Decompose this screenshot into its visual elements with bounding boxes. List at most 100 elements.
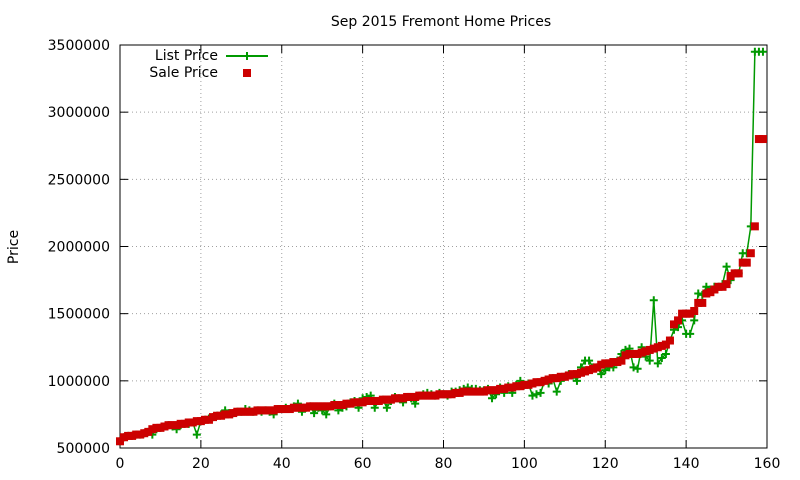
y-tick-label: 3500000 [48, 38, 110, 54]
list-price-point [690, 316, 699, 325]
plot-frame [119, 44, 768, 449]
sale-price-point [390, 394, 399, 403]
sale-price-point [204, 415, 213, 424]
sale-price-point [617, 356, 626, 365]
sale-price-point [362, 396, 371, 405]
sale-price-point [330, 401, 339, 410]
list-price-point [653, 359, 662, 368]
sale-price-point [694, 298, 703, 307]
sale-price-point [382, 395, 391, 404]
sale-price-point [334, 401, 343, 410]
sale-price-point [427, 391, 436, 400]
series-layer [116, 47, 767, 446]
sale-price-point [196, 417, 205, 426]
sale-price-point [483, 386, 492, 395]
sale-price-point [172, 421, 181, 430]
sale-price-point [520, 380, 529, 389]
sale-price-point [225, 410, 234, 419]
sale-price-point [734, 269, 743, 278]
sale-price-point [423, 391, 432, 400]
sale-price-point [378, 395, 387, 404]
sale-price-point [132, 430, 141, 439]
sale-price-point [678, 309, 687, 318]
sale-price-point [326, 402, 335, 411]
list-price-point [758, 47, 767, 56]
sale-price-point [136, 430, 145, 439]
x-tick-label: 20 [192, 456, 210, 472]
sale-price-point [576, 368, 585, 377]
sale-price-point [726, 272, 735, 281]
sale-price-point [730, 269, 739, 278]
sale-price-point [269, 406, 278, 415]
sale-price-point [144, 427, 153, 436]
list-price-point [370, 403, 379, 412]
sale-price-point [302, 403, 311, 412]
sale-price-point [209, 413, 218, 422]
sale-price-point [653, 343, 662, 352]
sale-price-point [285, 405, 294, 414]
sale-price-point [585, 366, 594, 375]
sale-price-point [411, 392, 420, 401]
legend-marker-list-price [243, 52, 251, 60]
sale-price-point [164, 421, 173, 430]
list-price-point [536, 388, 545, 397]
list-price-point [629, 363, 638, 372]
sale-price-point [690, 306, 699, 315]
sale-price-point [415, 391, 424, 400]
sale-price-point [140, 429, 149, 438]
x-tick-label: 160 [754, 456, 781, 472]
sale-price-point [669, 320, 678, 329]
list-price-point [552, 387, 561, 396]
sale-price-point [568, 370, 577, 379]
x-tick-label: 140 [673, 456, 700, 472]
x-tick-label: 0 [116, 456, 125, 472]
sale-price-point [277, 405, 286, 414]
sale-price-point [180, 419, 189, 428]
sale-price-point [463, 387, 472, 396]
sale-price-point [358, 398, 367, 407]
sale-price-point [176, 419, 185, 428]
sale-price-point [718, 282, 727, 291]
sale-price-point [370, 396, 379, 405]
sale-price-point [682, 309, 691, 318]
sale-price-point [261, 406, 270, 415]
sale-price-point [366, 396, 375, 405]
sale-price-point [249, 407, 258, 416]
sale-price-point [504, 383, 513, 392]
sale-price-point [184, 418, 193, 427]
list-price-point [192, 430, 201, 439]
sale-price-point [289, 403, 298, 412]
list-price-point [597, 370, 606, 379]
legend: List Price Sale Price [149, 48, 268, 81]
sale-price-point [281, 405, 290, 414]
sale-price-point [532, 378, 541, 387]
sale-price-point [338, 401, 347, 410]
list-price-point [657, 353, 666, 362]
x-tick-label: 80 [435, 456, 453, 472]
sale-price-point [488, 386, 497, 395]
sale-price-point [200, 415, 209, 424]
sale-price-point [544, 375, 553, 384]
sale-price-point [314, 402, 323, 411]
sale-price-point [116, 437, 124, 446]
sale-price-point [589, 364, 598, 373]
list-price-point [702, 282, 711, 291]
sale-price-point [229, 409, 238, 418]
sale-price-point [548, 374, 557, 383]
sale-price-point [633, 349, 642, 358]
sale-price-point [293, 403, 302, 412]
sale-price-point [722, 280, 731, 289]
list-price-point [694, 289, 703, 298]
sale-price-point [698, 298, 707, 307]
sale-price-point [645, 345, 654, 354]
sale-price-point [597, 360, 606, 369]
sale-price-point [746, 249, 755, 258]
sale-price-point [188, 418, 197, 427]
sale-price-point [665, 336, 674, 345]
sale-price-point [706, 288, 715, 297]
sale-price-point [152, 423, 161, 432]
sale-price-point [403, 392, 412, 401]
sale-price-point [540, 376, 549, 385]
sale-price-point [310, 402, 319, 411]
